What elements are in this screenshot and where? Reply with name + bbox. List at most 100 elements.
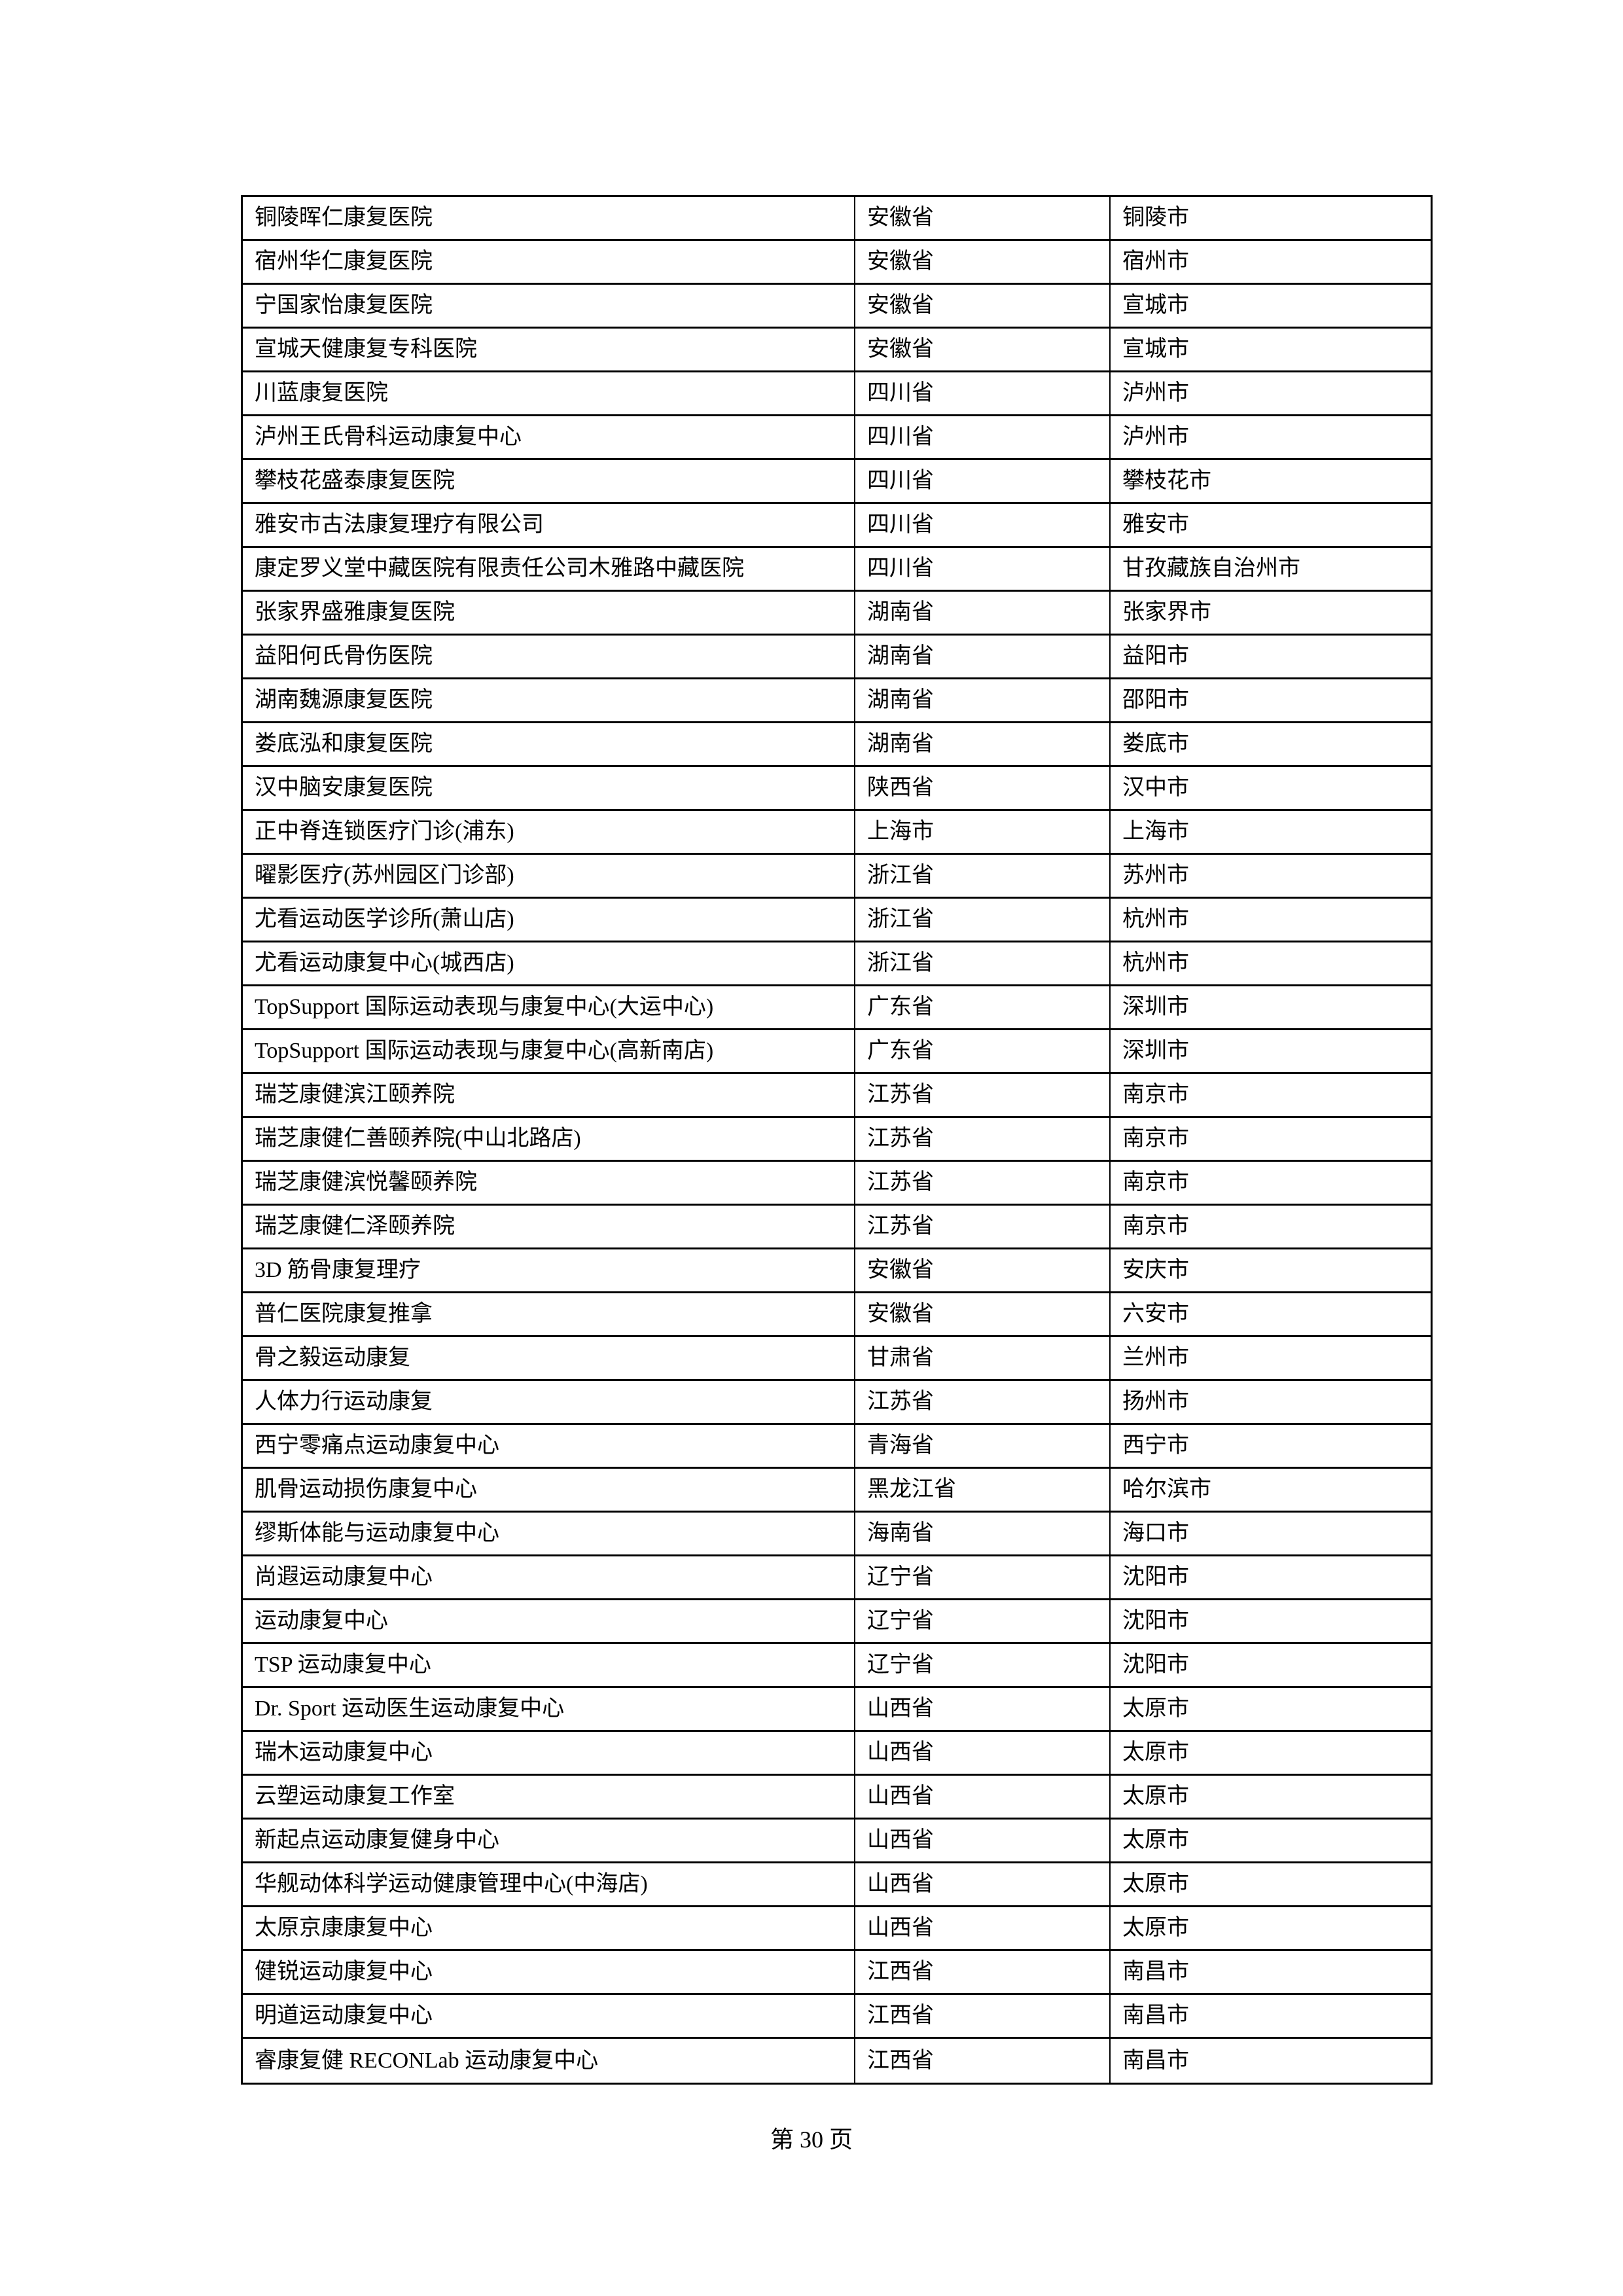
province-cell: 浙江省: [855, 855, 1111, 897]
province-cell: 江苏省: [855, 1118, 1111, 1160]
city-cell: 太原市: [1122, 1740, 1189, 1765]
city-cell: 娄底市: [1122, 732, 1189, 756]
table-row: 太原京康康复中心 山西省 太原市: [243, 1907, 1431, 1951]
institution-name-cell: 曜影医疗(苏州园区门诊部): [243, 855, 855, 897]
institution-name-cell: 正中脊连锁医疗门诊(浦东): [243, 811, 855, 853]
city-cell: 宿州市: [1122, 249, 1189, 274]
institution-name-cell: 泸州王氏骨科运动康复中心: [243, 416, 855, 458]
province-cell: 黑龙江省: [855, 1469, 1111, 1511]
table-row: 康定罗义堂中藏医院有限责任公司木雅路中藏医院 四川省 甘孜藏族自治州市: [243, 548, 1431, 592]
province-cell: 江西省: [855, 1995, 1111, 2037]
institution-name-cell: 健锐运动康复中心: [243, 1951, 855, 1993]
table-row: 瑞木运动康复中心 山西省 太原市: [243, 1732, 1431, 1776]
table-row: 宁国家怡康复医院 安徽省 宣城市: [243, 285, 1431, 329]
table-row: 瑞芝康健仁泽颐养院 江苏省 南京市: [243, 1206, 1431, 1249]
institution-name-cell: TopSupport 国际运动表现与康复中心(高新南店): [243, 1030, 855, 1072]
province-cell: 湖南省: [855, 723, 1111, 765]
institution-name-cell: 雅安市古法康复理疗有限公司: [243, 504, 855, 546]
province-cell: 山西省: [855, 1688, 1111, 1730]
city-cell: 汉中市: [1122, 776, 1189, 800]
city-cell: 南京市: [1122, 1214, 1189, 1238]
province-cell: 陕西省: [855, 767, 1111, 809]
table-row: 曜影医疗(苏州园区门诊部) 浙江省 苏州市: [243, 855, 1431, 899]
province-cell: 浙江省: [855, 942, 1111, 984]
city-cell: 海口市: [1122, 1521, 1189, 1545]
institution-name-cell: 人体力行运动康复: [243, 1381, 855, 1423]
table-row: 普仁医院康复推拿 安徽省 六安市: [243, 1293, 1431, 1337]
city-cell: 深圳市: [1122, 1039, 1189, 1063]
city-cell: 南昌市: [1122, 1960, 1189, 1984]
province-cell: 安徽省: [855, 1249, 1111, 1291]
city-cell: 哈尔滨市: [1122, 1477, 1211, 1501]
city-cell: 宣城市: [1122, 293, 1189, 317]
institution-name-cell: 太原京康康复中心: [243, 1907, 855, 1949]
province-cell: 安徽省: [855, 329, 1111, 370]
table-row: 雅安市古法康复理疗有限公司 四川省 雅安市: [243, 504, 1431, 548]
city-cell: 太原市: [1122, 1784, 1189, 1808]
table-row: TopSupport 国际运动表现与康复中心(高新南店) 广东省 深圳市: [243, 1030, 1431, 1074]
institution-name-cell: 瑞芝康健滨江颐养院: [243, 1074, 855, 1116]
table-row: 3D 筋骨康复理疗 安徽省 安庆市: [243, 1249, 1431, 1293]
city-cell: 南昌市: [1122, 2048, 1189, 2073]
table-row: 川蓝康复医院 四川省 泸州市: [243, 372, 1431, 416]
province-cell: 四川省: [855, 372, 1111, 414]
institution-name-cell: 睿康复健 RECONLab 运动康复中心: [243, 2039, 855, 2083]
table-row: 尤看运动医学诊所(萧山店) 浙江省 杭州市: [243, 899, 1431, 942]
city-cell: 泸州市: [1122, 425, 1189, 449]
institution-name-cell: 湖南魏源康复医院: [243, 679, 855, 721]
table-row: 泸州王氏骨科运动康复中心 四川省 泸州市: [243, 416, 1431, 460]
province-cell: 安徽省: [855, 285, 1111, 327]
province-cell: 浙江省: [855, 899, 1111, 941]
institution-name-cell: 肌骨运动损伤康复中心: [243, 1469, 855, 1511]
province-cell: 辽宁省: [855, 1600, 1111, 1642]
city-cell: 铜陵市: [1122, 206, 1189, 230]
table-row: 新起点运动康复健身中心 山西省 太原市: [243, 1820, 1431, 1863]
province-cell: 上海市: [855, 811, 1111, 853]
province-cell: 湖南省: [855, 679, 1111, 721]
institutions-table: 铜陵晖仁康复医院 安徽省 铜陵市 宿州华仁康复医院 安徽省 宿州市 宁国家怡康复…: [241, 195, 1433, 2085]
city-cell: 扬州市: [1122, 1390, 1189, 1414]
city-cell: 攀枝花市: [1122, 469, 1211, 493]
city-cell: 甘孜藏族自治州市: [1122, 556, 1300, 581]
institution-name-cell: 华舰动体科学运动健康管理中心(中海店): [243, 1863, 855, 1905]
province-cell: 江西省: [855, 1951, 1111, 1993]
table-row: 湖南魏源康复医院 湖南省 邵阳市: [243, 679, 1431, 723]
institution-name-cell: 尤看运动医学诊所(萧山店): [243, 899, 855, 941]
table-row: 睿康复健 RECONLab 运动康复中心 江西省 南昌市: [243, 2039, 1431, 2083]
table-row: 瑞芝康健仁善颐养院(中山北路店) 江苏省 南京市: [243, 1118, 1431, 1162]
province-cell: 广东省: [855, 986, 1111, 1028]
table-row: 宿州华仁康复医院 安徽省 宿州市: [243, 241, 1431, 285]
province-cell: 山西省: [855, 1732, 1111, 1774]
institution-name-cell: 张家界盛雅康复医院: [243, 592, 855, 634]
city-cell: 六安市: [1122, 1302, 1189, 1326]
city-cell: 沈阳市: [1122, 1609, 1189, 1633]
province-cell: 江苏省: [855, 1162, 1111, 1204]
city-cell: 泸州市: [1122, 381, 1189, 405]
province-cell: 辽宁省: [855, 1556, 1111, 1598]
institution-name-cell: 3D 筋骨康复理疗: [243, 1249, 855, 1291]
institution-name-cell: 康定罗义堂中藏医院有限责任公司木雅路中藏医院: [243, 548, 855, 590]
table-row: 张家界盛雅康复医院 湖南省 张家界市: [243, 592, 1431, 636]
table-row: 宣城天健康复专科医院 安徽省 宣城市: [243, 329, 1431, 372]
institution-name-cell: 铜陵晖仁康复医院: [243, 197, 855, 239]
province-cell: 四川省: [855, 460, 1111, 502]
institution-name-cell: 益阳何氏骨伤医院: [243, 636, 855, 677]
institution-name-cell: 宁国家怡康复医院: [243, 285, 855, 327]
city-cell: 杭州市: [1122, 951, 1189, 975]
city-cell: 邵阳市: [1122, 688, 1189, 712]
province-cell: 四川省: [855, 548, 1111, 590]
table-row: 瑞芝康健滨江颐养院 江苏省 南京市: [243, 1074, 1431, 1118]
table-row: 明道运动康复中心 江西省 南昌市: [243, 1995, 1431, 2039]
table-row: 益阳何氏骨伤医院 湖南省 益阳市: [243, 636, 1431, 679]
table-row: 尤看运动康复中心(城西店) 浙江省 杭州市: [243, 942, 1431, 986]
city-cell: 兰州市: [1122, 1346, 1189, 1370]
table-row: 正中脊连锁医疗门诊(浦东) 上海市 上海市: [243, 811, 1431, 855]
institution-name-cell: 新起点运动康复健身中心: [243, 1820, 855, 1861]
table-row: 娄底泓和康复医院 湖南省 娄底市: [243, 723, 1431, 767]
province-cell: 海南省: [855, 1513, 1111, 1554]
province-cell: 江苏省: [855, 1381, 1111, 1423]
institution-name-cell: 尚遐运动康复中心: [243, 1556, 855, 1598]
institution-name-cell: 宣城天健康复专科医院: [243, 329, 855, 370]
institution-name-cell: 骨之毅运动康复: [243, 1337, 855, 1379]
province-cell: 四川省: [855, 416, 1111, 458]
